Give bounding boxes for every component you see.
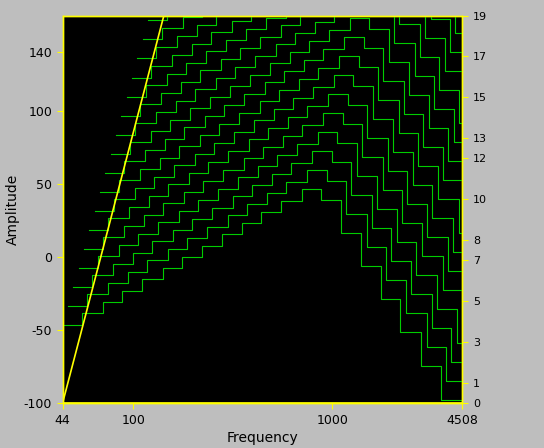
X-axis label: Frequency: Frequency [227,431,298,445]
Y-axis label: Amplitude: Amplitude [5,174,20,245]
